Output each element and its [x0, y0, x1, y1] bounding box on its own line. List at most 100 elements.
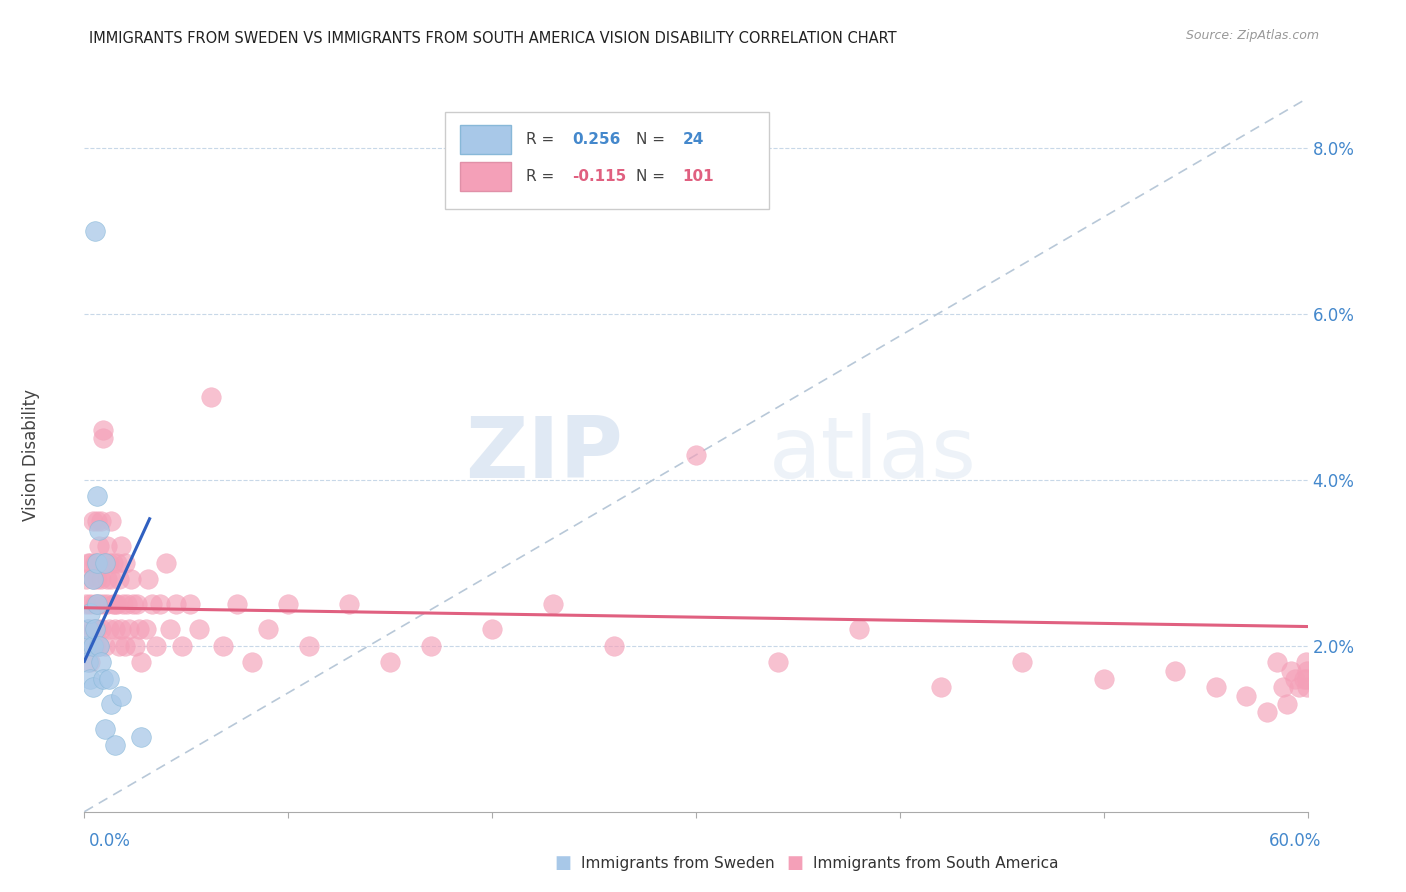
- Point: [114, 556, 136, 570]
- Point: [766, 656, 789, 670]
- Point: [212, 639, 235, 653]
- Point: [1295, 656, 1317, 670]
- Text: 60.0%: 60.0%: [1270, 831, 1322, 849]
- Text: 0.0%: 0.0%: [89, 831, 131, 849]
- Point: [90, 573, 112, 587]
- Point: [86, 573, 108, 587]
- Point: [226, 597, 249, 611]
- FancyBboxPatch shape: [460, 125, 512, 153]
- Point: [82, 639, 104, 653]
- Point: [82, 573, 104, 587]
- Point: [1092, 672, 1115, 686]
- Point: [87, 597, 110, 611]
- Point: [1292, 672, 1315, 686]
- Point: [86, 556, 108, 570]
- Point: [135, 622, 157, 636]
- Point: [93, 722, 115, 736]
- Point: [1164, 664, 1187, 678]
- Point: [87, 523, 110, 537]
- Point: [124, 639, 146, 653]
- Point: [75, 639, 97, 653]
- Point: [1275, 697, 1298, 711]
- Point: [277, 597, 299, 611]
- Text: R =: R =: [526, 132, 560, 147]
- Text: -0.115: -0.115: [572, 169, 627, 184]
- Point: [127, 597, 149, 611]
- Point: [1296, 672, 1319, 686]
- Point: [165, 597, 187, 611]
- Point: [1272, 680, 1295, 694]
- Point: [83, 622, 105, 636]
- Point: [100, 514, 122, 528]
- Point: [87, 639, 110, 653]
- Point: [104, 597, 127, 611]
- Point: [118, 622, 141, 636]
- Point: [420, 639, 443, 653]
- FancyBboxPatch shape: [460, 162, 512, 191]
- Point: [90, 622, 112, 636]
- Point: [131, 730, 153, 744]
- Point: [75, 597, 97, 611]
- Point: [79, 556, 101, 570]
- Point: [101, 556, 124, 570]
- Point: [93, 556, 115, 570]
- Point: [159, 622, 181, 636]
- Point: [77, 639, 100, 653]
- Point: [155, 556, 177, 570]
- Point: [91, 423, 114, 437]
- Point: [97, 556, 120, 570]
- Point: [141, 597, 163, 611]
- Point: [105, 597, 128, 611]
- Point: [86, 622, 108, 636]
- Point: [93, 639, 115, 653]
- Point: [298, 639, 321, 653]
- Text: Source: ZipAtlas.com: Source: ZipAtlas.com: [1185, 29, 1319, 42]
- Point: [110, 539, 132, 553]
- Point: [848, 622, 870, 636]
- Point: [96, 573, 118, 587]
- Point: [110, 622, 132, 636]
- Point: [1256, 705, 1278, 719]
- Point: [112, 597, 135, 611]
- Point: [97, 672, 120, 686]
- Point: [257, 622, 280, 636]
- Point: [1205, 680, 1227, 694]
- Text: N =: N =: [636, 132, 669, 147]
- Text: Vision Disability: Vision Disability: [22, 389, 39, 521]
- Point: [91, 672, 114, 686]
- Text: ■: ■: [554, 855, 571, 872]
- Text: Immigrants from South America: Immigrants from South America: [813, 856, 1059, 871]
- Point: [481, 622, 503, 636]
- Point: [90, 514, 112, 528]
- Point: [685, 448, 707, 462]
- Point: [77, 656, 100, 670]
- Point: [1295, 680, 1317, 694]
- Point: [128, 622, 150, 636]
- Point: [87, 639, 110, 653]
- Text: 0.256: 0.256: [572, 132, 621, 147]
- Point: [187, 622, 209, 636]
- FancyBboxPatch shape: [446, 112, 769, 209]
- Point: [83, 556, 105, 570]
- Point: [1288, 680, 1310, 694]
- Point: [97, 622, 120, 636]
- Point: [79, 672, 101, 686]
- Point: [83, 224, 105, 238]
- Point: [339, 597, 360, 611]
- Point: [79, 656, 101, 670]
- Text: ■: ■: [786, 855, 803, 872]
- Text: 24: 24: [682, 132, 704, 147]
- Point: [1234, 689, 1257, 703]
- Point: [90, 656, 112, 670]
- Point: [108, 639, 131, 653]
- Point: [96, 597, 118, 611]
- Point: [105, 556, 128, 570]
- Point: [87, 539, 110, 553]
- Point: [380, 656, 402, 670]
- Text: N =: N =: [636, 169, 669, 184]
- Point: [86, 597, 108, 611]
- Text: IMMIGRANTS FROM SWEDEN VS IMMIGRANTS FROM SOUTH AMERICA VISION DISABILITY CORREL: IMMIGRANTS FROM SWEDEN VS IMMIGRANTS FRO…: [89, 31, 896, 46]
- Point: [75, 573, 97, 587]
- Point: [82, 573, 104, 587]
- Point: [79, 597, 101, 611]
